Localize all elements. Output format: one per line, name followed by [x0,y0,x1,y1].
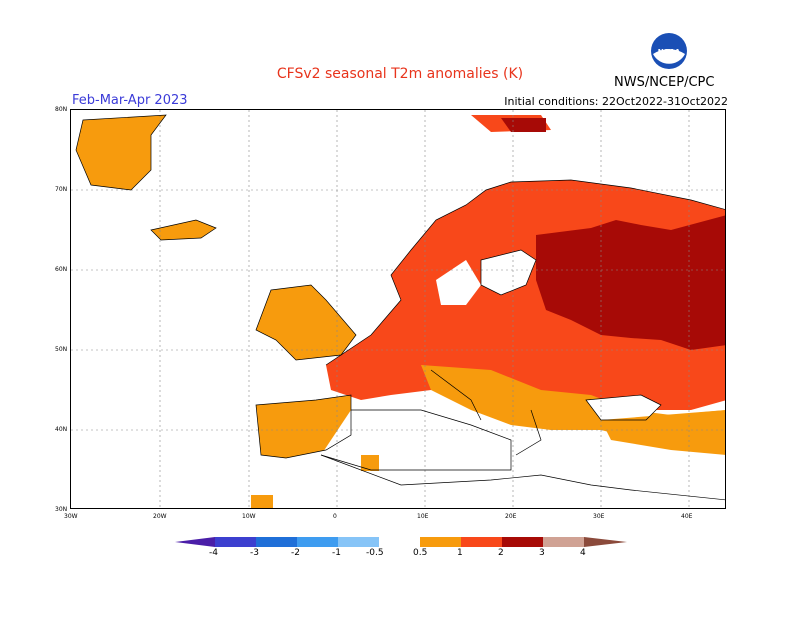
anomaly-map [70,109,726,509]
colorbar-bin [215,537,256,547]
lon-label-40e: 40E [681,513,693,520]
colorbar-bin [420,537,461,547]
initial-conditions: Initial conditions: 22Oct2022-31Oct2022 [504,95,728,108]
grid-lines [71,110,725,508]
lon-label-20e: 20E [505,513,517,520]
colorbar-bin [543,537,584,547]
lat-label-70n: 70N [55,186,68,193]
lon-label-30e: 30E [593,513,605,520]
colorbar-bin [338,537,379,547]
colorbar-bin [256,537,297,547]
lat-label-60n: 60N [55,266,68,273]
colorbar-label: 1 [457,548,463,558]
colorbar-label: -4 [209,548,218,558]
colorbar [175,535,627,554]
colorbar-label: 0.5 [413,548,428,558]
lon-label-0: 0 [333,513,337,520]
noaa-logo: NOAA [650,32,688,70]
colorbar-label: 4 [580,548,586,558]
colorbar-above-max [584,537,627,547]
colorbar-bin [461,537,502,547]
lon-label-20w: 20W [153,513,167,520]
colorbar-label: 3 [539,548,545,558]
colorbar-label: -1 [332,548,341,558]
forecast-period: Feb-Mar-Apr 2023 [72,93,188,108]
lat-label-80n: 80N [55,106,68,113]
colorbar-label: -3 [250,548,259,558]
chart-title: CFSv2 seasonal T2m anomalies (K) [276,66,524,82]
lat-label-50n: 50N [55,346,68,353]
colorbar-bin [297,537,338,547]
lon-label-10w: 10W [242,513,256,520]
colorbar-label: -0.5 [366,548,384,558]
logo-text: NOAA [658,48,681,56]
agency-label: NWS/NCEP/CPC [614,75,715,90]
colorbar-bin [502,537,543,547]
lat-label-30n: 30N [55,506,68,513]
colorbar-bin [379,537,420,547]
coastlines [75,114,725,501]
anomaly-fill [76,115,725,508]
lat-label-40n: 40N [55,426,68,433]
lon-label-30w: 30W [64,513,78,520]
colorbar-label: 2 [498,548,504,558]
colorbar-label: -2 [291,548,300,558]
colorbar-below-min [175,537,215,547]
lon-label-10e: 10E [417,513,429,520]
